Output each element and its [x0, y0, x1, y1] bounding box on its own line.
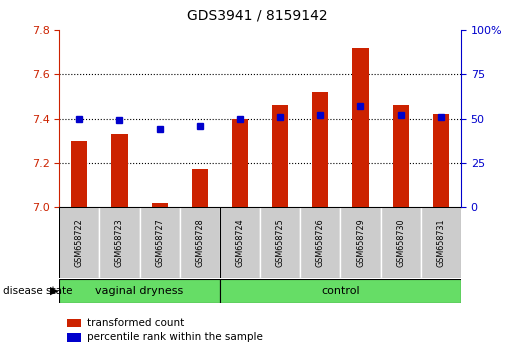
Bar	[71, 141, 88, 207]
Text: GDS3941 / 8159142: GDS3941 / 8159142	[187, 9, 328, 23]
Text: GSM658725: GSM658725	[276, 218, 285, 267]
Bar	[232, 119, 248, 207]
Bar	[220, 207, 260, 278]
Text: GSM658722: GSM658722	[75, 218, 84, 267]
Bar	[151, 202, 168, 207]
Bar	[59, 279, 220, 303]
Bar	[99, 207, 140, 278]
Text: GSM658730: GSM658730	[396, 218, 405, 267]
Bar	[300, 207, 340, 278]
Bar	[381, 207, 421, 278]
Text: GSM658723: GSM658723	[115, 218, 124, 267]
Bar	[180, 207, 220, 278]
Text: disease state: disease state	[3, 286, 72, 296]
Bar	[272, 105, 288, 207]
Bar	[312, 92, 329, 207]
Bar	[67, 333, 81, 342]
Text: percentile rank within the sample: percentile rank within the sample	[88, 332, 263, 342]
Bar	[392, 105, 409, 207]
Text: GSM658731: GSM658731	[436, 218, 445, 267]
Text: control: control	[321, 286, 359, 296]
Bar	[140, 207, 180, 278]
Text: GSM658724: GSM658724	[235, 218, 245, 267]
Text: GSM658727: GSM658727	[155, 218, 164, 267]
Text: transformed count: transformed count	[88, 318, 184, 328]
Text: GSM658728: GSM658728	[195, 218, 204, 267]
Bar	[192, 170, 208, 207]
Bar	[433, 114, 449, 207]
Text: ▶: ▶	[50, 286, 59, 296]
Bar	[111, 134, 128, 207]
Bar	[260, 207, 300, 278]
Bar	[220, 279, 461, 303]
Text: GSM658729: GSM658729	[356, 218, 365, 267]
Bar	[340, 207, 381, 278]
Text: GSM658726: GSM658726	[316, 218, 325, 267]
Bar	[59, 207, 99, 278]
Text: vaginal dryness: vaginal dryness	[95, 286, 184, 296]
Bar	[352, 48, 369, 207]
Bar	[67, 319, 81, 327]
Bar	[421, 207, 461, 278]
